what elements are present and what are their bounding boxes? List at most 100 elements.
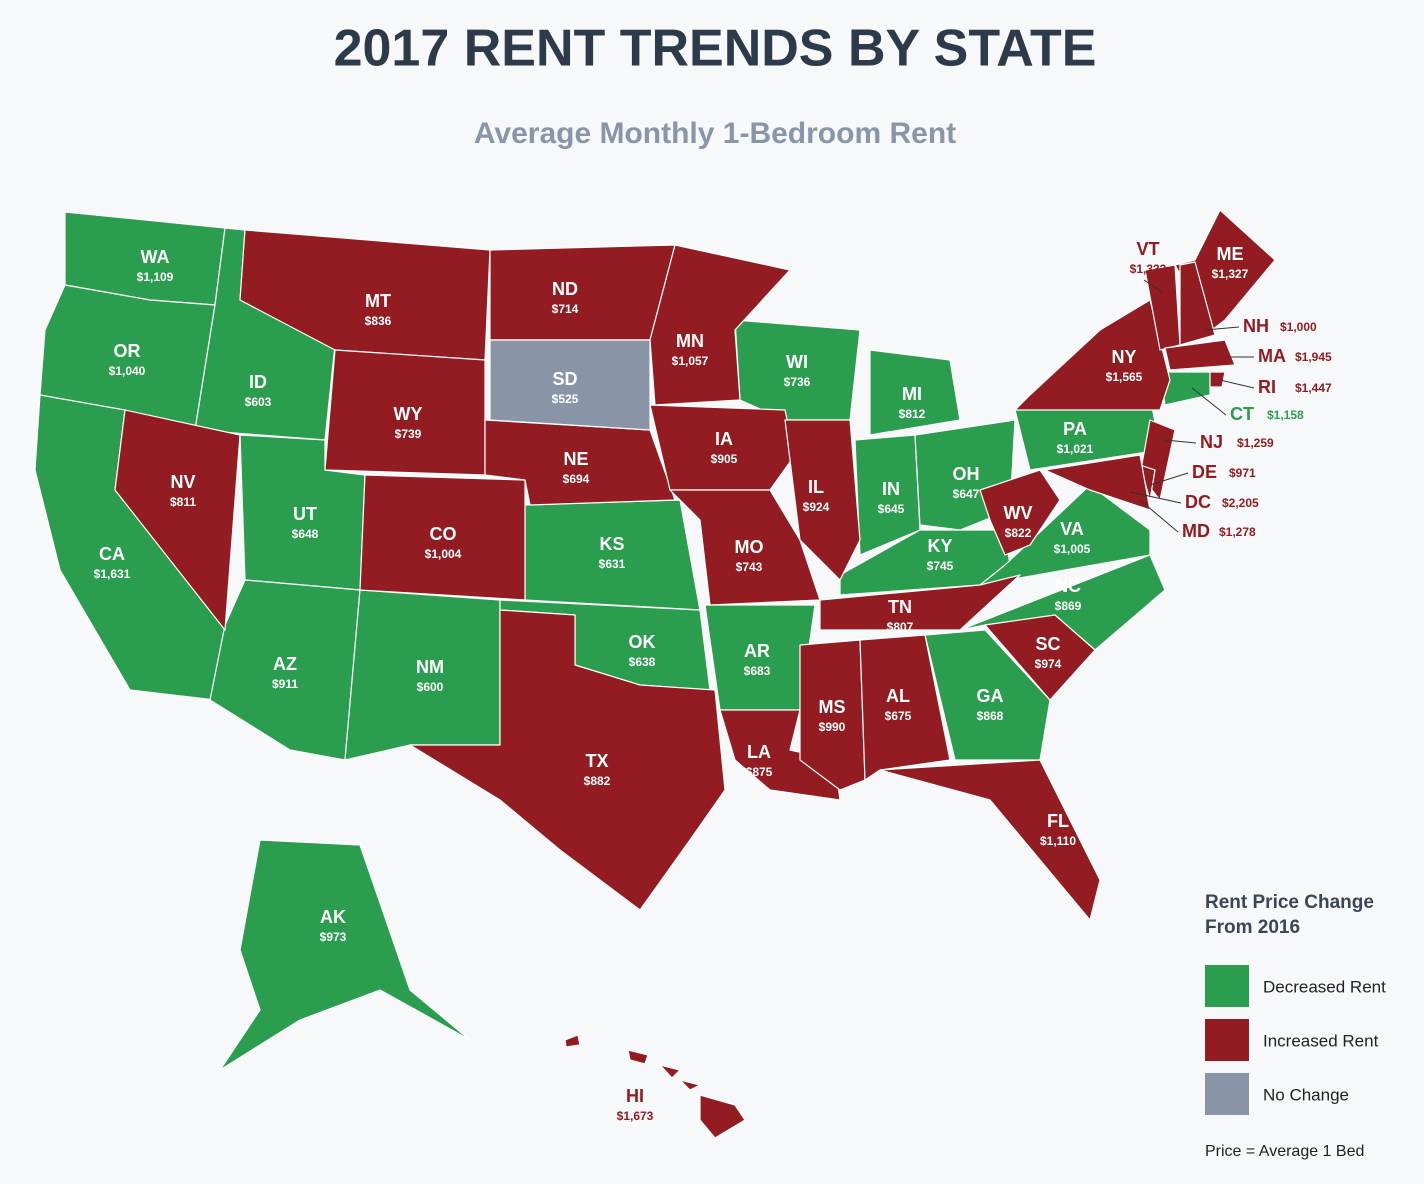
subtitle: Average Monthly 1-Bedroom Rent (474, 117, 956, 150)
state-abbr: DE (1192, 462, 1217, 482)
state-rent: $739 (395, 427, 422, 441)
legend: Decreased Rent Increased Rent No Change (1205, 965, 1386, 1115)
state-rent: $911 (272, 677, 298, 691)
state-abbr: MO (735, 537, 764, 557)
state-abbr: UT (293, 504, 317, 524)
legend-swatch (1205, 1019, 1249, 1061)
state-rent: $822 (1005, 526, 1032, 540)
state-abbr: WI (786, 352, 808, 372)
state-abbr: NC (1055, 576, 1081, 596)
state-abbr: IN (882, 479, 900, 499)
state-rent: $1,109 (137, 270, 174, 284)
leader-line (1143, 279, 1163, 293)
legend-title: Rent Price Change (1205, 892, 1374, 913)
state (784, 419, 861, 581)
state (114, 409, 241, 631)
state (1014, 299, 1171, 411)
state-abbr: KS (599, 534, 624, 554)
state-rent: $600 (417, 680, 444, 694)
leader-line (1149, 472, 1189, 486)
state (1164, 339, 1236, 371)
us-map (34, 209, 1276, 1139)
state-rent: $638 (629, 655, 656, 669)
state-abbr: OR (114, 341, 141, 361)
state-abbr: WA (141, 247, 170, 267)
state (1044, 454, 1151, 511)
state-abbr: MD (1182, 521, 1210, 541)
state-abbr: MN (676, 331, 704, 351)
state-rent: $836 (365, 314, 392, 328)
state-abbr: MI (902, 384, 922, 404)
state-labels: WA $1,109 OR $1,040 CA $1,631 ID $603 UT $648 AZ $9… (94, 239, 1332, 1123)
legend-label: Increased Rent (1263, 1031, 1379, 1050)
state-rent: $743 (736, 560, 763, 574)
state-abbr: AK (320, 907, 346, 927)
state-abbr: MT (365, 291, 391, 311)
state (819, 574, 1021, 631)
state-rent: $2,205 (1222, 496, 1259, 510)
state (649, 404, 796, 491)
state-abbr: WY (394, 404, 423, 424)
state-abbr: PA (1063, 419, 1087, 439)
state (924, 629, 1051, 761)
state (1179, 261, 1216, 346)
state-rent: $1,631 (94, 567, 131, 581)
state-rent: $714 (552, 302, 579, 316)
state-abbr: AL (886, 686, 910, 706)
state-abbr: LA (747, 742, 771, 762)
state-rent: $675 (885, 709, 912, 723)
state (1209, 371, 1226, 388)
state-abbr: NY (1111, 347, 1136, 367)
state-rent: $1,673 (617, 1109, 654, 1123)
state-abbr: NE (563, 449, 588, 469)
state-abbr: AZ (273, 654, 297, 674)
state-abbr: CT (1230, 404, 1254, 424)
state-rent: $525 (552, 392, 579, 406)
state-abbr: SD (552, 369, 577, 389)
state-rent: $1,004 (425, 547, 462, 561)
state-rent: $807 (887, 620, 914, 634)
state-abbr: WV (1004, 503, 1033, 523)
state-abbr: RI (1258, 377, 1276, 397)
state-rent: $1,021 (1057, 442, 1094, 456)
state-rent: $990 (819, 720, 846, 734)
state-abbr: TX (585, 751, 608, 771)
state-abbr: ND (552, 279, 578, 299)
state-abbr: IA (715, 429, 733, 449)
state-rent: $603 (245, 395, 272, 409)
state-abbr: ME (1217, 244, 1244, 264)
state-abbr: KY (927, 536, 952, 556)
legend-swatch (1205, 1073, 1249, 1115)
state-rent: $924 (803, 500, 830, 514)
leader-line (1204, 326, 1240, 331)
state-rent: $882 (584, 774, 611, 788)
state-rent: $1,333 (1130, 262, 1167, 276)
state-rent: $694 (563, 472, 590, 486)
state-rent: $1,278 (1219, 525, 1256, 539)
leader-line (1191, 387, 1227, 416)
state (859, 634, 951, 781)
leader-line (1139, 499, 1179, 533)
state-rent: $1,259 (1237, 436, 1274, 450)
state-rent: $811 (170, 495, 196, 509)
state-rent: $1,158 (1267, 408, 1304, 422)
state-abbr: NH (1243, 316, 1269, 336)
leader-line (1219, 379, 1255, 389)
state-rent: $645 (878, 502, 905, 516)
state-rent: $905 (711, 452, 738, 466)
state-abbr: FL (1047, 811, 1069, 831)
state-abbr: MS (819, 697, 846, 717)
leader-line (1164, 439, 1197, 444)
state-abbr: MA (1258, 346, 1286, 366)
state (984, 614, 1096, 701)
state-abbr: SC (1035, 634, 1060, 654)
state-abbr: TN (888, 597, 912, 617)
state (524, 499, 701, 611)
footnote: Price = Average 1 Bed (1205, 1143, 1364, 1160)
state-rent: $1,447 (1295, 381, 1332, 395)
title: 2017 RENT TRENDS BY STATE (334, 20, 1097, 78)
state-abbr: IL (808, 477, 824, 497)
state-rent: $648 (292, 527, 319, 541)
state (489, 339, 651, 431)
legend-swatch (1205, 965, 1249, 1007)
